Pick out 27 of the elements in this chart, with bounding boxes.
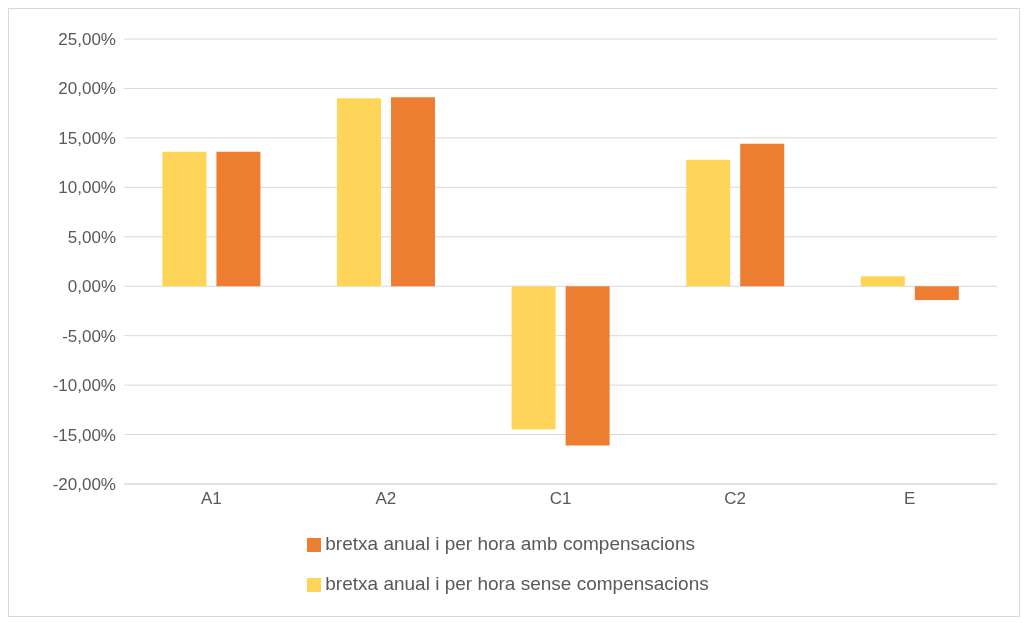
bar	[162, 151, 207, 287]
y-tick-label: 20,00%	[58, 79, 116, 99]
y-tick-label: 5,00%	[67, 227, 116, 247]
bar	[216, 151, 261, 287]
legend-label: bretxa anual i per hora amb compensacions	[325, 533, 695, 554]
x-tick-label: A2	[375, 489, 397, 509]
y-tick-label: -15,00%	[52, 425, 116, 445]
y-tick-label: -5,00%	[62, 326, 116, 346]
bar	[686, 159, 731, 287]
x-tick-label: C2	[724, 489, 746, 509]
bar	[860, 276, 905, 287]
y-tick-label: 25,00%	[58, 30, 116, 50]
x-tick-label: A1	[200, 489, 222, 509]
legend-label: bretxa anual i per hora sense compensacions	[325, 573, 709, 594]
y-tick-label: 0,00%	[67, 277, 116, 297]
bar	[565, 286, 610, 446]
y-tick-label: -20,00%	[52, 475, 116, 495]
bar	[511, 286, 556, 430]
y-tick-label: -10,00%	[52, 376, 116, 396]
bar	[914, 286, 959, 301]
bar	[391, 97, 436, 287]
bar	[337, 98, 382, 287]
x-tick-label: C1	[549, 489, 572, 509]
bar	[740, 143, 785, 287]
x-tick-label: E	[904, 489, 916, 509]
y-tick-label: 10,00%	[58, 178, 116, 198]
y-tick-label: 15,00%	[58, 128, 116, 148]
